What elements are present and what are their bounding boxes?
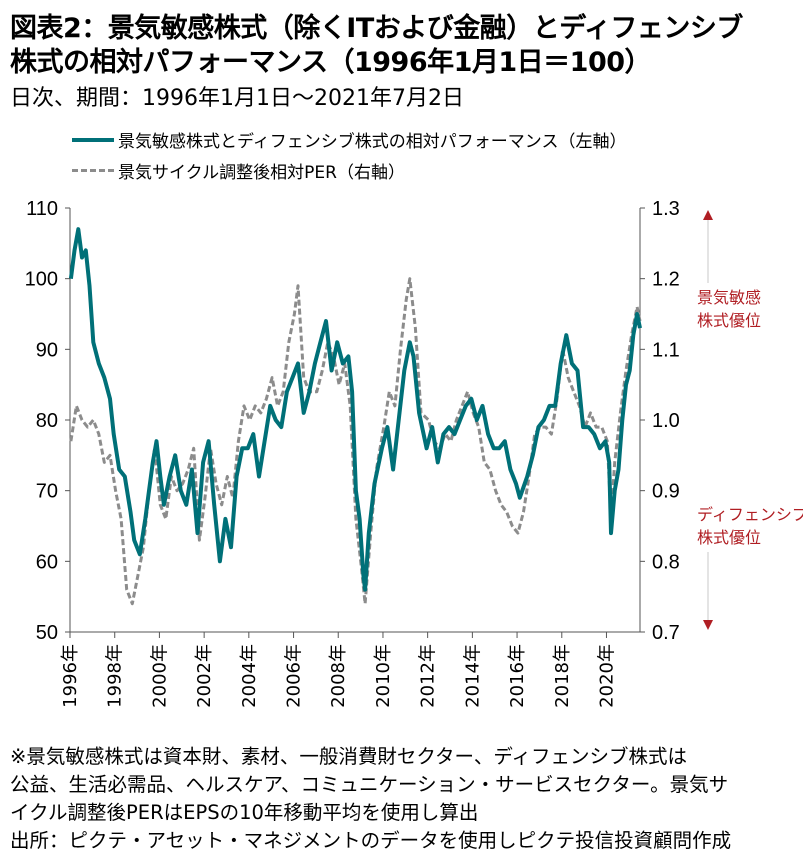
relative-series-line [68,227,642,592]
right-tick-label: 1.2 [652,269,680,291]
right-tick-label: 0.9 [652,481,680,503]
left-tick-label: 100 [25,269,58,291]
x-tick-label: 2012年 [418,644,439,708]
x-tick-label: 2006年 [284,644,305,708]
notes-block: ※景気敏感株式は資本財、素材、一般消費財セクター、ディフェンシブ株式は 公益、生… [10,743,731,855]
annotation-bottom-label: 株式優位 [697,528,761,547]
annotation-bottom-label: ディフェンシブ [697,505,803,524]
x-tick-label: 2020年 [596,644,617,708]
chart-subtitle: 日次、期間：1996年1月1日～2021年7月2日 [10,86,464,111]
left-tick-label: 70 [36,481,58,503]
note-line: イクル調整後PERはEPSの10年移動平均を使用し算出 [10,801,479,824]
note-line: 公益、生活必需品、ヘルスケア、コミュニケーション・サービスセクター。景気サ [10,773,729,796]
left-tick-label: 110 [26,198,58,220]
x-tick-label: 2010年 [373,644,394,708]
axes-group: 50 60 70 80 90 100 110 0.7 0.8 0.9 1.0 1.1 1.2 1.3 199… [25,198,680,708]
legend-label-per: 景気サイクル調整後相対PER（右軸） [118,163,405,183]
line-chart: 50 60 70 80 90 100 110 0.7 0.8 0.9 1.0 1.1 1.2 1.3 199… [25,198,803,708]
series-per-group [69,277,642,606]
up-arrow-icon [703,210,713,220]
right-tick-label: 1.0 [652,410,680,432]
x-tick-label: 2018年 [552,644,573,708]
right-tick-label: 0.8 [652,551,680,573]
annotation-top-label: 景気敏感 [697,288,761,307]
legend-swatch-solid [72,137,114,142]
x-tick-label: 2002年 [194,644,215,708]
left-tick-label: 80 [36,410,58,432]
x-tick-label: 1998年 [105,644,126,708]
right-tick-label: 1.3 [652,198,680,220]
legend-swatch-dashed [72,169,114,172]
left-tick-label: 90 [36,339,58,361]
x-tick-label: 2016年 [507,644,528,708]
right-tick-label: 0.7 [652,622,680,644]
note-line: ※景気敏感株式は資本財、素材、一般消費財セクター、ディフェンシブ株式は [10,745,687,768]
legend-label-relative: 景気敏感株式とディフェンシブ株式の相対パフォーマンス（左軸） [118,132,627,152]
chart-title-line1: 図表2：景気敏感株式（除くITおよび金融）とディフェンシブ [10,13,743,44]
x-tick-label: 1996年 [60,644,81,708]
chart-title-line2: 株式の相対パフォーマンス（1996年1月1日＝100） [10,47,652,78]
x-tick-label: 2014年 [462,644,483,708]
legend-item-per: 景気サイクル調整後相対PER（右軸） [72,158,405,183]
annotation-top-label: 株式優位 [697,311,761,330]
down-arrow-icon [703,620,713,630]
x-tick-label: 2004年 [239,644,260,708]
x-tick-label: 2008年 [328,644,349,708]
left-tick-label: 50 [36,622,58,644]
per-series-line [69,277,642,606]
left-tick-label: 60 [36,551,58,573]
series-relative-group [68,227,642,592]
source-line: 出所：ピクテ・アセット・マネジメントのデータを使用しピクテ投信投資顧問作成 [10,829,732,852]
right-tick-label: 1.1 [652,339,680,361]
legend-item-relative: 景気敏感株式とディフェンシブ株式の相対パフォーマンス（左軸） [72,127,626,152]
x-tick-label: 2000年 [149,644,170,708]
